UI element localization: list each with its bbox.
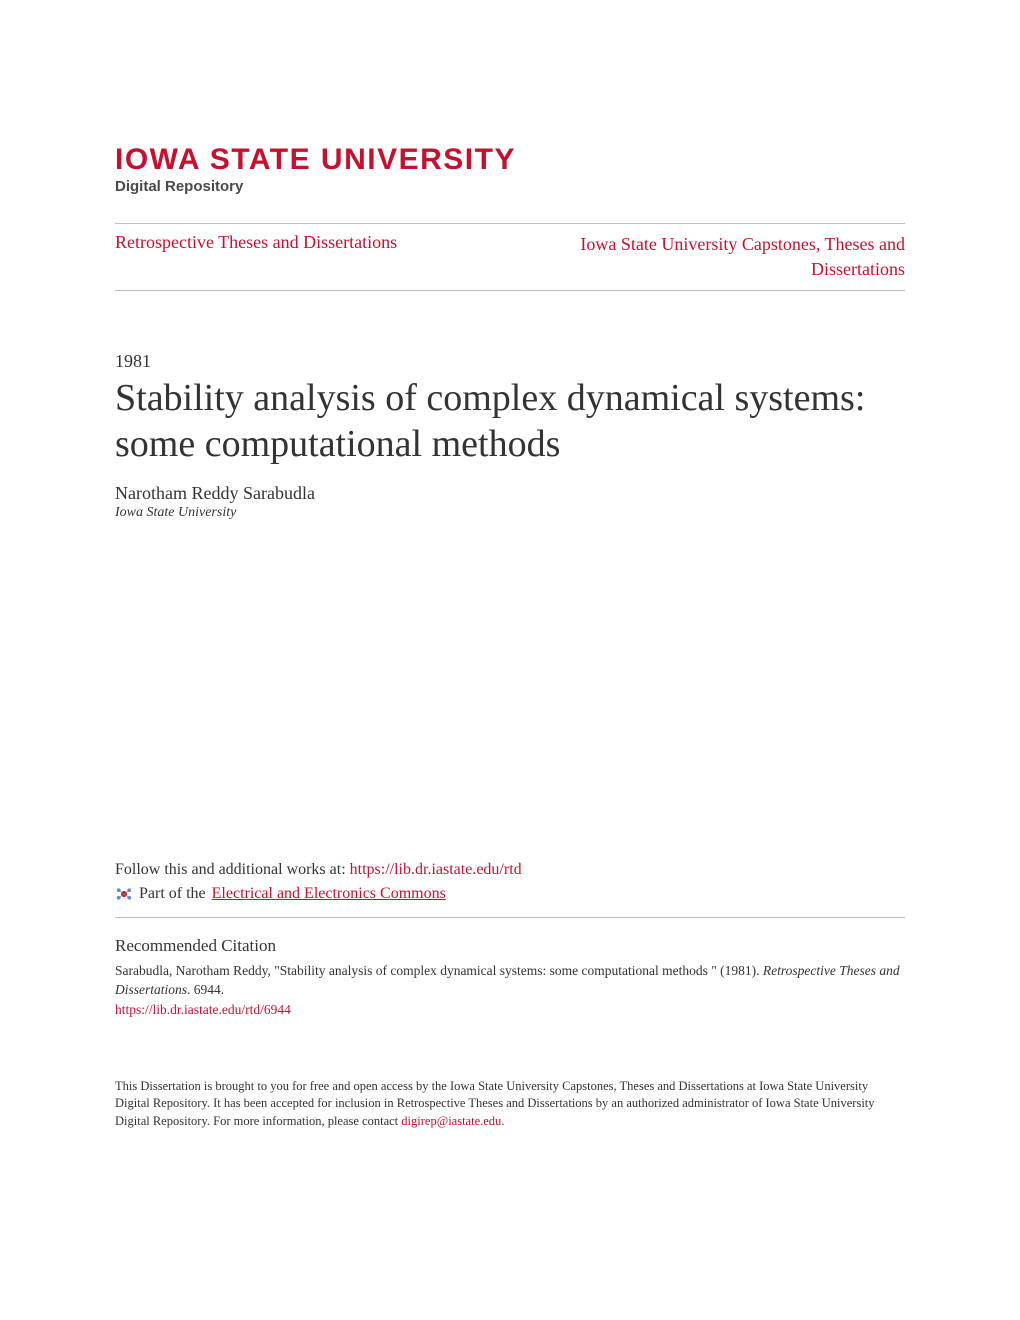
- footer-text: This Dissertation is brought to you for …: [115, 1078, 905, 1131]
- document-title: Stability analysis of complex dynamical …: [115, 376, 905, 467]
- follow-line: Follow this and additional works at: htt…: [115, 861, 905, 879]
- commons-link[interactable]: Electrical and Electronics Commons: [212, 885, 446, 903]
- page-container: Iowa State University Digital Repository…: [0, 0, 1020, 1130]
- middle-section: Follow this and additional works at: htt…: [115, 861, 905, 1018]
- logo-main: Iowa State University: [115, 145, 905, 175]
- footer-email-link[interactable]: digirep@iastate.edu: [401, 1114, 501, 1128]
- follow-prefix: Follow this and additional works at:: [115, 861, 350, 878]
- citation-link[interactable]: https://lib.dr.iastate.edu/rtd/6944: [115, 1002, 905, 1018]
- footer-post: .: [501, 1114, 504, 1128]
- author-name: Narotham Reddy Sarabudla: [115, 482, 905, 505]
- network-icon: [115, 885, 133, 903]
- footer-section: This Dissertation is brought to you for …: [115, 1078, 905, 1131]
- nav-row: Retrospective Theses and Dissertations I…: [115, 223, 905, 291]
- publication-year: 1981: [115, 351, 905, 372]
- author-affiliation: Iowa State University: [115, 505, 905, 521]
- citation-pre: Sarabudla, Narotham Reddy, "Stability an…: [115, 963, 763, 978]
- logo-block: Iowa State University Digital Repository: [115, 145, 905, 195]
- citation-text: Sarabudla, Narotham Reddy, "Stability an…: [115, 962, 905, 1000]
- part-of-line: Part of the Electrical and Electronics C…: [115, 885, 905, 918]
- follow-url-link[interactable]: https://lib.dr.iastate.edu/rtd: [350, 861, 522, 878]
- nav-right-link[interactable]: Iowa State University Capstones, Theses …: [565, 232, 905, 282]
- logo-sub: Digital Repository: [115, 178, 905, 195]
- citation-post: . 6944.: [187, 982, 224, 997]
- citation-heading: Recommended Citation: [115, 936, 905, 956]
- partof-prefix: Part of the: [139, 885, 206, 903]
- nav-left-link[interactable]: Retrospective Theses and Dissertations: [115, 232, 397, 253]
